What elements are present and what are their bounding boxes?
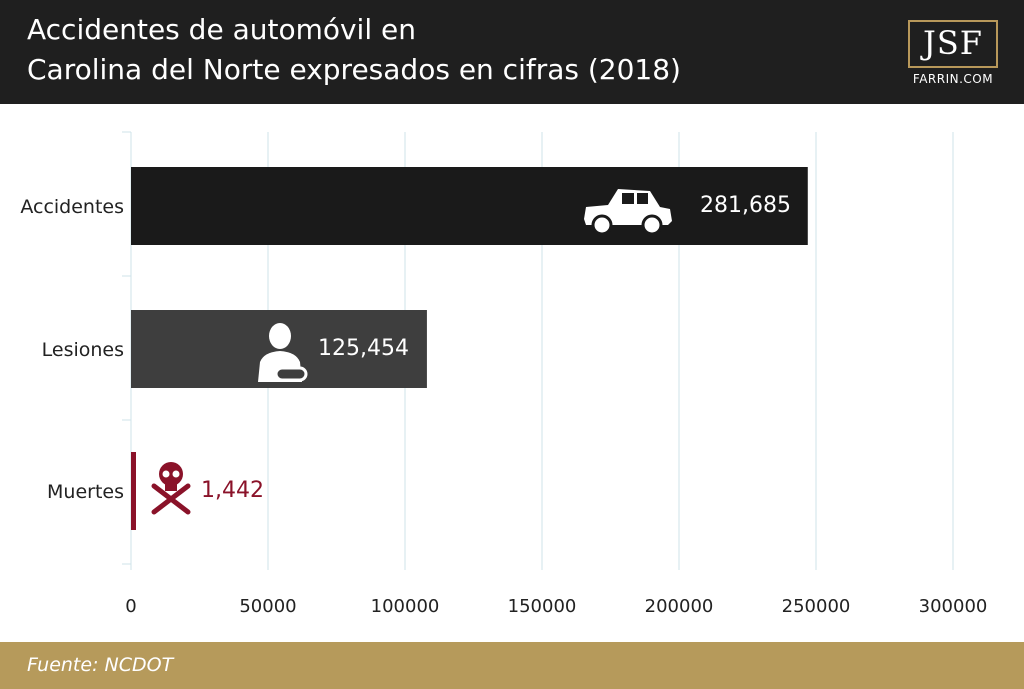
crossbone <box>151 483 191 515</box>
skull-eye <box>162 470 170 478</box>
x-tick-label-300000: 300000 <box>919 596 988 617</box>
x-tick-label-100000: 100000 <box>371 596 440 617</box>
footer-banner: Fuente: NCDOT <box>0 642 1024 689</box>
person-head <box>269 323 291 349</box>
category-label-accidentes: Accidentes <box>20 196 124 218</box>
chart-title-line-1: Accidentes de automóvil en <box>27 13 416 46</box>
bar-accidentes <box>131 167 808 245</box>
logo-url: FARRIN.COM <box>912 72 994 86</box>
chart-title-line-2: Carolina del Norte expresados en cifras … <box>27 53 681 86</box>
jsf-logo: JSF <box>908 20 998 68</box>
x-tick-label-50000: 50000 <box>239 596 296 617</box>
arm-sling <box>274 366 308 382</box>
skull <box>159 462 183 486</box>
car-wheel <box>591 214 613 236</box>
source-note: Fuente: NCDOT <box>27 654 174 676</box>
x-tick-label-150000: 150000 <box>508 596 577 617</box>
data-label-muertes: 1,442 <box>201 478 264 503</box>
car-window <box>637 193 648 204</box>
car-icon <box>584 189 672 236</box>
x-tick-label-250000: 250000 <box>782 596 851 617</box>
bar-muertes <box>131 452 136 530</box>
car-window <box>622 193 634 204</box>
car-wheel <box>641 214 663 236</box>
data-label-accidentes: 281,685 <box>700 193 791 218</box>
skull-crossbones-icon <box>151 462 191 515</box>
header-banner: Accidentes de automóvil en Carolina del … <box>0 0 1024 104</box>
x-tick-label-0: 0 <box>125 596 136 617</box>
bar-chart: 0 50000 100000 150000 200000 250000 300000 Acci… <box>20 131 988 617</box>
skull-jaw <box>165 482 177 491</box>
data-label-lesiones: 125,454 <box>318 336 409 361</box>
x-tick-label-200000: 200000 <box>645 596 714 617</box>
skull-eye <box>172 470 180 478</box>
category-label-lesiones: Lesiones <box>42 339 124 361</box>
category-label-muertes: Muertes <box>47 481 124 503</box>
injured-person-icon <box>258 323 308 382</box>
